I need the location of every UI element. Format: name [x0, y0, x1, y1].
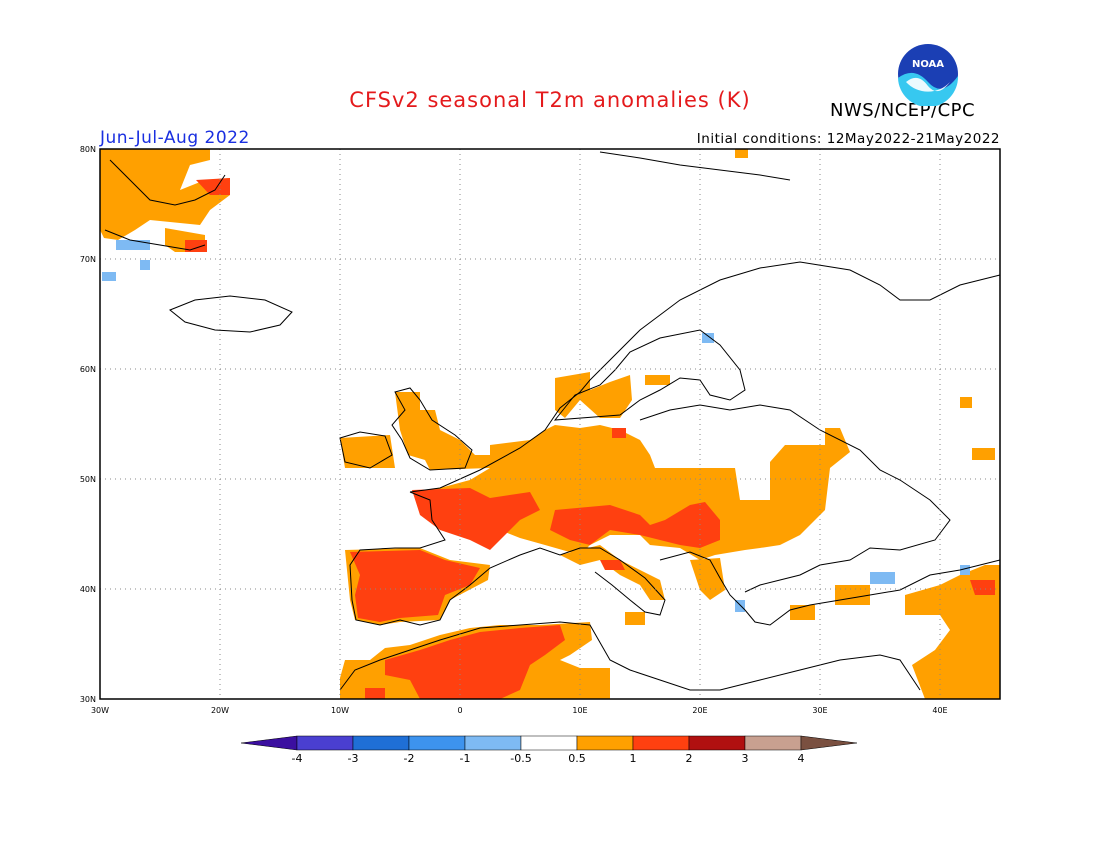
colorbar-arrow-high: [800, 735, 858, 751]
agency-label: NWS/NCEP/CPC: [830, 100, 976, 121]
initial-conditions-label: Initial conditions: 12May2022-21May2022: [696, 131, 1000, 147]
coastlines: [104, 151, 1001, 691]
colorbar-label: -1: [460, 752, 471, 765]
y-tick-label: 50N: [80, 475, 96, 484]
noaa-logo: NOAA: [896, 42, 960, 110]
y-tick-label: 80N: [80, 145, 96, 154]
x-axis-ticks: 30W 20W 10W 0 10E 20E 30E 40E: [91, 706, 948, 715]
y-tick-label: 30N: [80, 695, 96, 704]
graticule: [100, 149, 1000, 699]
colorbar-swatch: [576, 735, 634, 751]
colorbar-swatch: [632, 735, 690, 751]
colorbar-arrow-low: [240, 735, 298, 751]
colorbar-label: 2: [686, 752, 693, 765]
colorbar-label: -0.5: [510, 752, 531, 765]
x-tick-label: 20W: [211, 706, 229, 715]
colorbar-label: 1: [630, 752, 637, 765]
x-tick-label: 30E: [812, 706, 827, 715]
colorbar-swatch: [688, 735, 746, 751]
colorbar-label: -2: [404, 752, 415, 765]
svg-text:NOAA: NOAA: [912, 59, 944, 70]
y-tick-label: 60N: [80, 365, 96, 374]
colorbar-swatch: [352, 735, 410, 751]
colorbar-swatch: [296, 735, 354, 751]
anomaly-fill-strong: [185, 178, 995, 699]
x-tick-label: 10W: [331, 706, 349, 715]
colorbar-label: 0.5: [568, 752, 586, 765]
x-tick-label: 20E: [692, 706, 707, 715]
x-tick-label: 10E: [572, 706, 587, 715]
colorbar-label: -3: [348, 752, 359, 765]
colorbar-label: 4: [798, 752, 805, 765]
colorbar-swatch: [464, 735, 522, 751]
map-frame: [99, 148, 1001, 700]
colorbar-label: -4: [292, 752, 303, 765]
colorbar-swatch: [520, 735, 578, 751]
anomaly-fill-cool: [102, 240, 970, 612]
x-tick-label: 40E: [932, 706, 947, 715]
colorbar-labels: -4 -3 -2 -1 -0.5 0.5 1 2 3 4: [292, 752, 805, 765]
colorbar-label: 3: [742, 752, 749, 765]
chart-title: CFSv2 seasonal T2m anomalies (K): [349, 88, 751, 112]
colorbar-swatch: [744, 735, 802, 751]
x-tick-label: 30W: [91, 706, 109, 715]
y-axis-ticks: 80N 70N 60N 50N 40N 30N: [80, 145, 96, 704]
y-tick-label: 40N: [80, 585, 96, 594]
season-label: Jun-Jul-Aug 2022: [100, 128, 250, 148]
x-tick-label: 0: [457, 706, 462, 715]
colorbar-swatch: [408, 735, 466, 751]
y-tick-label: 70N: [80, 255, 96, 264]
